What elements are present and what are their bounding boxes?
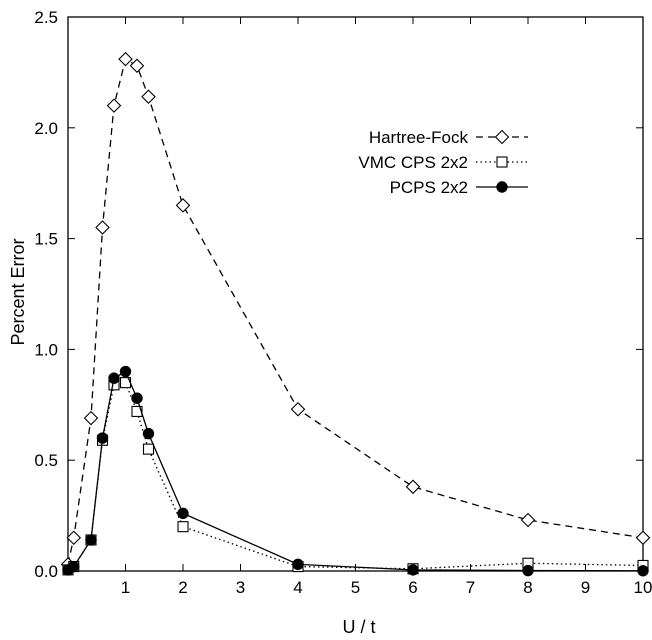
- data-point: [175, 198, 191, 213]
- data-point: [142, 443, 155, 455]
- y-tick-label: 1.0: [34, 340, 58, 359]
- data-point: [68, 560, 80, 573]
- data-point: [108, 372, 120, 384]
- x-tick-label: 4: [293, 578, 302, 597]
- data-point: [290, 401, 306, 417]
- series-vmc-cps-2x2: [62, 377, 649, 576]
- x-tick-label: 10: [634, 578, 652, 597]
- data-point: [95, 220, 110, 235]
- series-line: [67, 58, 644, 565]
- data-point: [131, 405, 143, 417]
- y-tick-label: 0.0: [34, 562, 58, 581]
- data-point: [407, 564, 419, 576]
- x-tick-label: 8: [523, 578, 532, 597]
- y-tick-label: 2.0: [34, 119, 58, 138]
- legend-label: VMC CPS 2x2: [358, 153, 468, 172]
- y-tick-label: 2.5: [34, 8, 58, 27]
- y-tick-label: 0.5: [34, 451, 58, 470]
- data-point: [637, 565, 649, 577]
- axis-ticks: [68, 16, 644, 572]
- data-point: [66, 530, 82, 546]
- data-point: [119, 365, 132, 378]
- legend-marker: [496, 156, 508, 168]
- data-point: [405, 479, 421, 495]
- data-point: [118, 51, 133, 67]
- data-point: [85, 534, 97, 546]
- legend-label: PCPS 2x2: [390, 178, 468, 197]
- legend-marker: [494, 129, 510, 145]
- data-point: [522, 564, 534, 577]
- series-layer: [60, 51, 651, 577]
- y-axis-label: Percent Error: [8, 238, 28, 345]
- x-tick-label: 2: [178, 578, 187, 597]
- data-point: [96, 432, 109, 444]
- y-tick-label: 1.5: [34, 230, 58, 249]
- x-tick-label: 5: [351, 578, 360, 597]
- x-axis-label: U / t: [342, 617, 375, 637]
- data-point: [635, 530, 651, 546]
- plot-frame: [67, 16, 644, 572]
- series-pcps-2x2: [62, 365, 649, 577]
- series-line: [67, 370, 644, 572]
- data-point: [142, 427, 155, 440]
- axis-tick-labels: 1 2 3 4 5 6 7 8 9 10 0.0 0.5 1.0 1.5 2.0 2.5: [34, 8, 652, 597]
- legend: Hartree-Fock VMC CPS 2x2 PCPS 2x2: [358, 128, 528, 197]
- data-point: [292, 558, 304, 571]
- data-point: [83, 410, 99, 426]
- data-point: [177, 507, 189, 520]
- data-point: [129, 58, 145, 74]
- x-tick-label: 6: [408, 578, 417, 597]
- data-point: [177, 521, 189, 533]
- data-point: [520, 512, 536, 528]
- x-tick-label: 9: [581, 578, 590, 597]
- data-point: [131, 392, 143, 404]
- x-tick-label: 7: [466, 578, 475, 597]
- series-hartree-fock: [60, 51, 651, 572]
- x-tick-label: 1: [121, 578, 130, 597]
- series-line: [67, 381, 644, 571]
- data-point: [106, 98, 122, 113]
- x-tick-label: 3: [236, 578, 245, 597]
- legend-label: Hartree-Fock: [369, 128, 469, 147]
- data-point: [141, 89, 156, 105]
- legend-marker: [496, 181, 508, 193]
